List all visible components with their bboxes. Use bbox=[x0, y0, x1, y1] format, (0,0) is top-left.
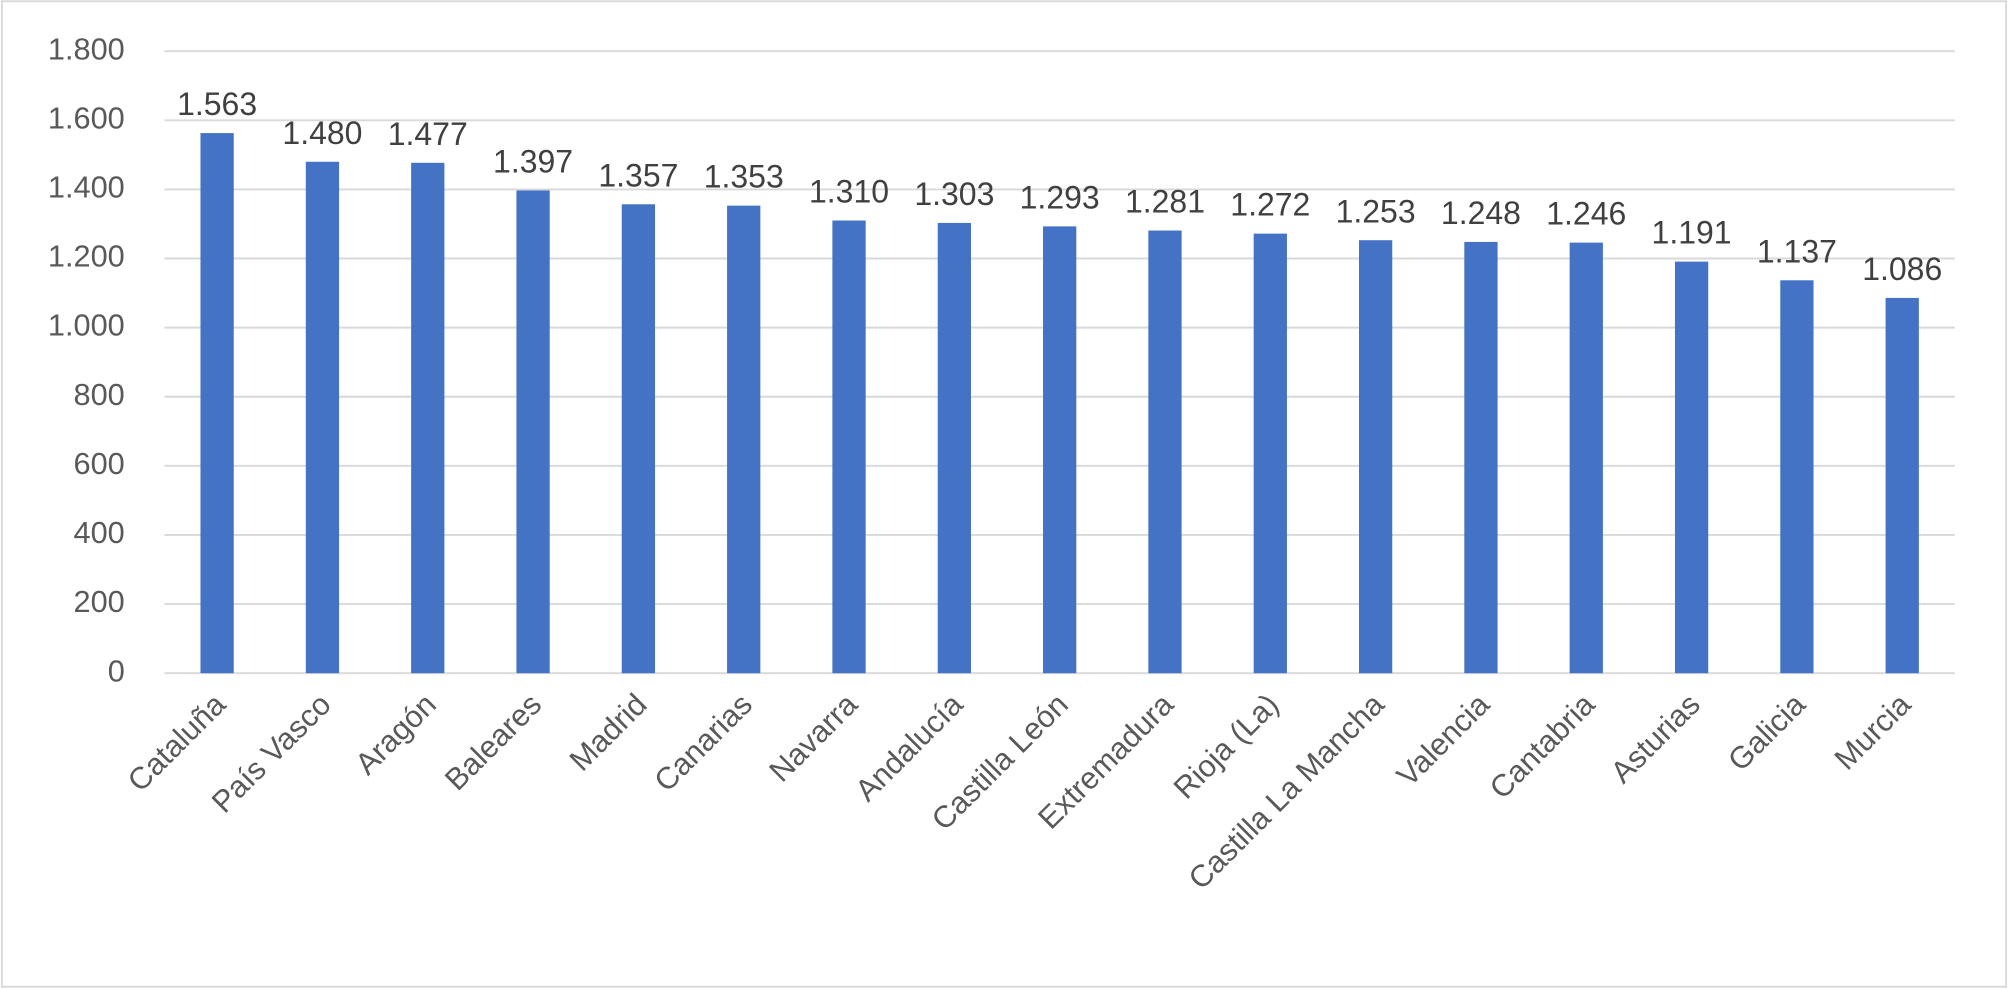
data-label: 1.281 bbox=[1125, 184, 1205, 220]
y-tick-label: 600 bbox=[74, 446, 125, 481]
data-label: 1.248 bbox=[1441, 195, 1521, 231]
data-label: 1.477 bbox=[388, 116, 468, 152]
data-label: 1.253 bbox=[1336, 193, 1416, 229]
bar bbox=[727, 205, 761, 674]
bar bbox=[516, 190, 550, 674]
bar bbox=[1358, 240, 1393, 674]
bar bbox=[1043, 226, 1077, 674]
bar bbox=[1253, 233, 1287, 674]
bar bbox=[1569, 242, 1603, 674]
y-tick-label: 800 bbox=[74, 377, 125, 412]
y-tick-label: 1.000 bbox=[48, 308, 125, 343]
y-tick-label: 1.800 bbox=[48, 31, 125, 66]
bar bbox=[1780, 280, 1814, 674]
y-tick-label: 0 bbox=[108, 653, 125, 688]
data-label: 1.246 bbox=[1546, 196, 1626, 232]
bar bbox=[937, 222, 971, 674]
bar bbox=[621, 204, 656, 674]
bar bbox=[411, 162, 445, 674]
data-label: 1.353 bbox=[704, 159, 784, 195]
bar bbox=[1148, 230, 1182, 674]
y-tick-label: 200 bbox=[74, 584, 125, 619]
bar bbox=[832, 220, 866, 674]
data-label: 1.137 bbox=[1757, 233, 1837, 269]
bar bbox=[305, 161, 340, 674]
data-label: 1.293 bbox=[1020, 179, 1100, 215]
y-tick-label: 400 bbox=[74, 515, 125, 550]
bar bbox=[200, 133, 234, 674]
data-label: 1.272 bbox=[1230, 187, 1310, 223]
bar bbox=[1464, 241, 1498, 674]
data-label: 1.310 bbox=[809, 174, 889, 210]
data-label: 1.303 bbox=[914, 176, 994, 212]
data-label: 1.480 bbox=[282, 115, 362, 151]
y-tick-label: 1.600 bbox=[48, 100, 125, 135]
y-tick-label: 1.200 bbox=[48, 239, 125, 274]
bar bbox=[1885, 297, 1919, 674]
data-label: 1.397 bbox=[493, 144, 573, 180]
bar bbox=[1674, 261, 1709, 674]
y-tick-label: 1.400 bbox=[48, 170, 125, 205]
data-label: 1.357 bbox=[598, 157, 678, 193]
data-label: 1.563 bbox=[177, 86, 257, 122]
data-label: 1.191 bbox=[1652, 215, 1732, 251]
data-label: 1.086 bbox=[1862, 251, 1942, 287]
